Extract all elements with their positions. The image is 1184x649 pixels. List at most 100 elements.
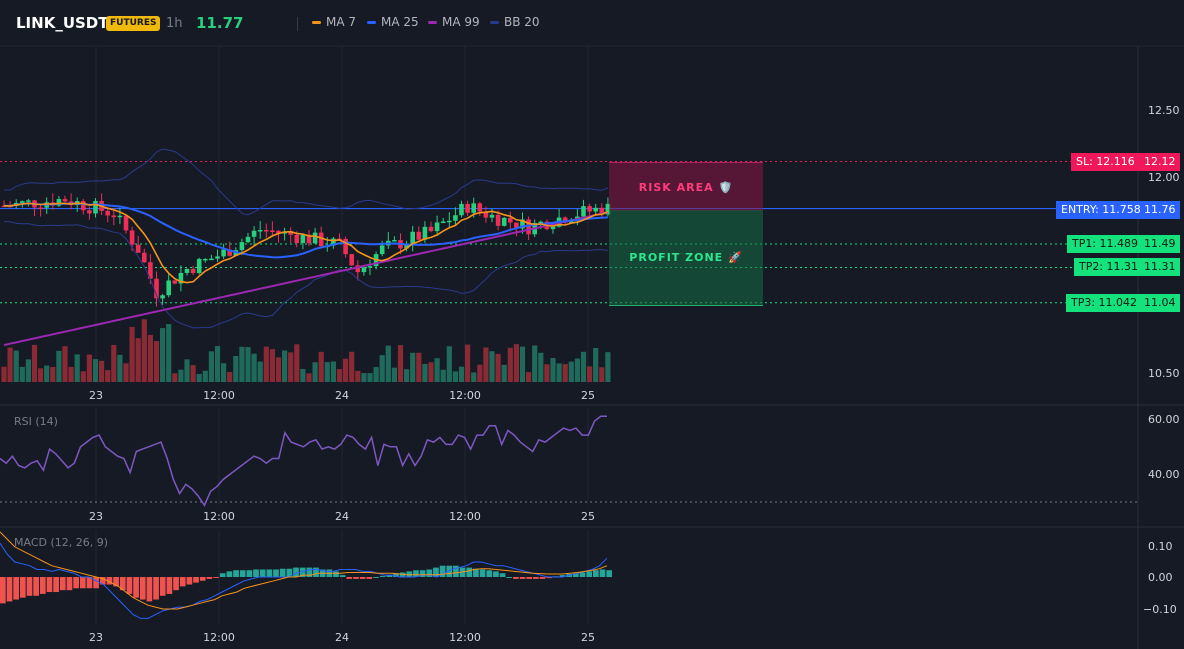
candle-body	[343, 238, 348, 255]
macd-histogram-bar	[146, 577, 153, 602]
volume-bar	[153, 341, 160, 382]
legend-ma25[interactable]: MA 25	[367, 15, 419, 29]
volume-bar	[385, 345, 391, 382]
volume-bar	[239, 346, 245, 382]
volume-bar	[501, 364, 507, 382]
candle-body	[294, 234, 300, 243]
macd-histogram-bar	[253, 569, 259, 577]
volume-bar	[336, 369, 343, 382]
volume-bar	[434, 358, 440, 382]
price-tick: 12.00	[1148, 171, 1180, 184]
volume-bar	[330, 361, 336, 382]
volume-bar	[196, 373, 202, 382]
volume-bar	[587, 366, 593, 382]
time-label: 12:00	[203, 510, 235, 523]
macd-histogram-bar	[273, 569, 279, 577]
macd-histogram-bar	[173, 577, 179, 591]
volume-bar	[117, 354, 123, 382]
volume-bar	[318, 351, 324, 382]
candle-body	[154, 278, 159, 299]
candle-body	[361, 267, 367, 273]
risk-area-zone[interactable]: RISK AREA 🛡️	[609, 162, 763, 211]
volume-bar	[452, 371, 458, 382]
tp2-label: TP2: 11.31	[1074, 258, 1144, 276]
sl-label: SL: 12.116	[1071, 153, 1140, 171]
volume-bar	[507, 347, 513, 382]
macd-histogram-bar	[186, 577, 193, 585]
volume-bar	[483, 347, 489, 382]
volume-bar	[129, 326, 135, 382]
rsi-line	[0, 415, 607, 507]
macd-histogram-bar	[339, 575, 346, 577]
candle-body	[196, 258, 202, 274]
volume-bar	[233, 355, 239, 382]
candle-body	[422, 226, 428, 240]
macd-histogram-bar	[246, 570, 253, 577]
candle-body	[221, 249, 226, 257]
time-label: 25	[581, 510, 595, 523]
volume-bar	[92, 359, 99, 382]
volume-bar	[141, 319, 147, 382]
candle-body	[587, 206, 592, 212]
candle-body	[459, 203, 464, 216]
volume-bar	[416, 352, 422, 382]
legend-ma7[interactable]: MA 7	[312, 15, 356, 29]
volume-bar	[80, 371, 86, 382]
candle-body	[148, 262, 153, 279]
candle-body	[117, 215, 123, 218]
macd-histogram-bar	[473, 568, 479, 577]
candle-body	[392, 240, 397, 242]
legend-bb20[interactable]: BB 20	[490, 15, 540, 29]
symbol-name[interactable]: LINK_USDT	[16, 14, 109, 32]
volume-bar	[50, 367, 56, 382]
macd-histogram-bar	[159, 577, 166, 596]
volume-bar	[208, 351, 214, 382]
candle-body	[447, 220, 452, 223]
macd-histogram-bar	[73, 577, 79, 589]
candle-body	[93, 200, 98, 214]
volume-bar	[373, 367, 379, 382]
time-label: 23	[89, 389, 103, 402]
macd-histogram-bar	[106, 577, 113, 585]
volume-bar	[519, 346, 526, 382]
candle-body	[495, 214, 501, 226]
ma7-line	[3, 202, 609, 284]
candle-body	[306, 234, 312, 244]
macd-histogram-bar	[133, 577, 139, 598]
volume-bar	[367, 373, 373, 382]
legend-ma99[interactable]: MA 99	[428, 15, 480, 29]
ma7-label: MA 7	[326, 15, 357, 29]
macd-histogram-bar	[413, 570, 419, 577]
volume-bar	[123, 363, 129, 382]
candle-body	[38, 207, 43, 210]
volume-bar	[111, 344, 117, 382]
macd-histogram-bar	[539, 577, 546, 579]
rsi-tick: 40.00	[1148, 468, 1180, 481]
tp1-axis-value: 11.49	[1140, 235, 1180, 253]
risk-area-label: RISK AREA 🛡️	[638, 180, 734, 194]
macd-histogram-bar	[606, 570, 612, 577]
candle-body	[483, 211, 489, 218]
candle-body	[135, 244, 141, 253]
macd-histogram-bar	[313, 567, 319, 577]
candle-body	[453, 215, 458, 221]
volume-bar	[300, 368, 306, 382]
profit-zone[interactable]: PROFIT ZONE 🚀	[609, 210, 763, 306]
macd-histogram-bar	[153, 577, 159, 600]
candle-body	[367, 266, 373, 268]
macd-histogram-bar	[453, 565, 459, 577]
volume-bar	[550, 358, 556, 382]
macd-histogram-bar	[66, 577, 73, 591]
bb-lower-line	[3, 221, 608, 329]
macd-histogram-bar	[426, 569, 433, 577]
volume-bar	[397, 345, 404, 382]
volume-bar	[86, 354, 92, 382]
macd-histogram-bar	[0, 577, 6, 604]
macd-histogram-bar	[6, 577, 13, 602]
candle-body	[501, 217, 507, 226]
macd-histogram-bar	[19, 577, 26, 598]
timeframe-label[interactable]: 1h	[166, 16, 183, 31]
macd-histogram-bar	[26, 577, 33, 596]
volume-bar	[458, 366, 465, 382]
